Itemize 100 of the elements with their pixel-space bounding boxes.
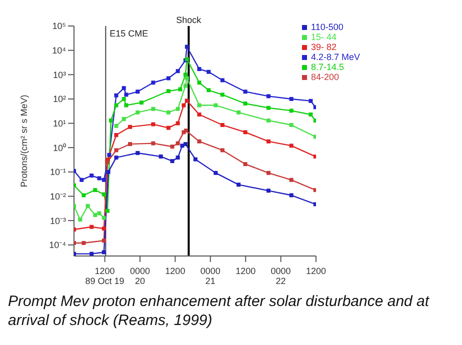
point	[128, 142, 132, 146]
point	[122, 117, 126, 122]
point	[214, 103, 218, 108]
point	[151, 122, 156, 126]
point	[108, 118, 113, 123]
point	[183, 84, 188, 88]
point	[206, 88, 211, 92]
point	[114, 133, 118, 138]
point	[197, 103, 202, 108]
point	[313, 134, 316, 139]
point	[102, 178, 106, 182]
point	[102, 238, 106, 243]
y-axis-title: Protons/(cm² sr s MeV)	[19, 94, 30, 188]
legend-label: 15- 44	[311, 32, 337, 42]
point	[102, 226, 106, 231]
text: Prompt Mev proton enhancement after solar disturbance and at arrival of shock (Reams, 1999)	[8, 292, 430, 330]
point	[289, 193, 294, 198]
point	[102, 250, 106, 254]
point	[128, 124, 132, 129]
point	[266, 139, 270, 144]
y-tick-label: 10¹	[52, 118, 66, 128]
point	[289, 178, 294, 182]
point	[90, 174, 94, 178]
point	[220, 123, 224, 128]
y-tick-label: 10⁰	[52, 142, 66, 153]
point	[308, 98, 313, 103]
point	[139, 100, 144, 105]
point	[80, 178, 84, 182]
y-tick-label: 10²	[52, 94, 66, 104]
point	[243, 102, 248, 106]
y-tick-label: 10⁻³	[50, 216, 66, 226]
x-tick-label: 0000 22	[270, 266, 291, 286]
point	[266, 94, 270, 98]
point	[106, 170, 110, 174]
point	[178, 87, 182, 92]
point	[289, 144, 294, 148]
point	[184, 76, 189, 80]
point	[151, 106, 156, 111]
x-tick-label: 0000 20	[130, 266, 150, 286]
point	[236, 110, 241, 114]
point	[183, 142, 188, 146]
point	[114, 93, 118, 98]
point	[93, 188, 98, 192]
point	[166, 110, 170, 114]
point	[243, 90, 248, 94]
point	[82, 240, 86, 245]
point	[176, 106, 180, 111]
point	[166, 89, 170, 94]
x-tick-label: 1200	[236, 266, 256, 276]
point	[176, 141, 180, 146]
point	[90, 252, 94, 256]
point	[114, 124, 118, 128]
y-tick-label: 10³	[52, 70, 66, 80]
point	[220, 148, 224, 152]
point	[243, 162, 248, 166]
point	[313, 202, 316, 206]
point	[313, 188, 316, 192]
point	[289, 96, 294, 101]
point	[86, 204, 90, 208]
point	[236, 182, 241, 187]
y-tick-label: 10⁻²	[50, 191, 66, 202]
point	[136, 110, 140, 114]
point	[220, 92, 224, 97]
legend-label: 4.2-8.7 MeV	[311, 52, 360, 62]
point	[93, 212, 98, 217]
point	[266, 188, 270, 193]
point	[313, 105, 316, 110]
point	[176, 156, 180, 160]
point	[114, 156, 118, 160]
point	[158, 154, 163, 159]
point	[266, 170, 270, 175]
point	[197, 80, 202, 85]
point	[243, 130, 248, 134]
legend-label: 110-500	[311, 22, 344, 32]
point	[136, 90, 140, 94]
legend-label: 84-200	[311, 72, 340, 82]
point	[176, 121, 180, 126]
point	[184, 128, 188, 133]
point	[105, 208, 110, 213]
point	[170, 144, 174, 149]
point	[184, 44, 189, 49]
legend-label: 8.7-14.5	[311, 62, 344, 72]
point	[97, 211, 102, 216]
point	[206, 70, 211, 74]
point	[170, 159, 174, 164]
point	[313, 154, 316, 159]
legend-label: 39- 82	[311, 42, 337, 52]
point	[166, 76, 170, 80]
point	[266, 106, 270, 110]
point	[308, 112, 313, 116]
point	[124, 103, 128, 108]
point	[289, 123, 294, 128]
ref-line-label: E15 CME	[110, 28, 148, 38]
point	[107, 152, 112, 157]
point	[182, 103, 186, 108]
point	[136, 151, 140, 156]
point	[197, 139, 202, 144]
point	[114, 103, 118, 108]
point	[193, 157, 198, 162]
y-tick-label: 10⁻¹	[50, 167, 66, 178]
